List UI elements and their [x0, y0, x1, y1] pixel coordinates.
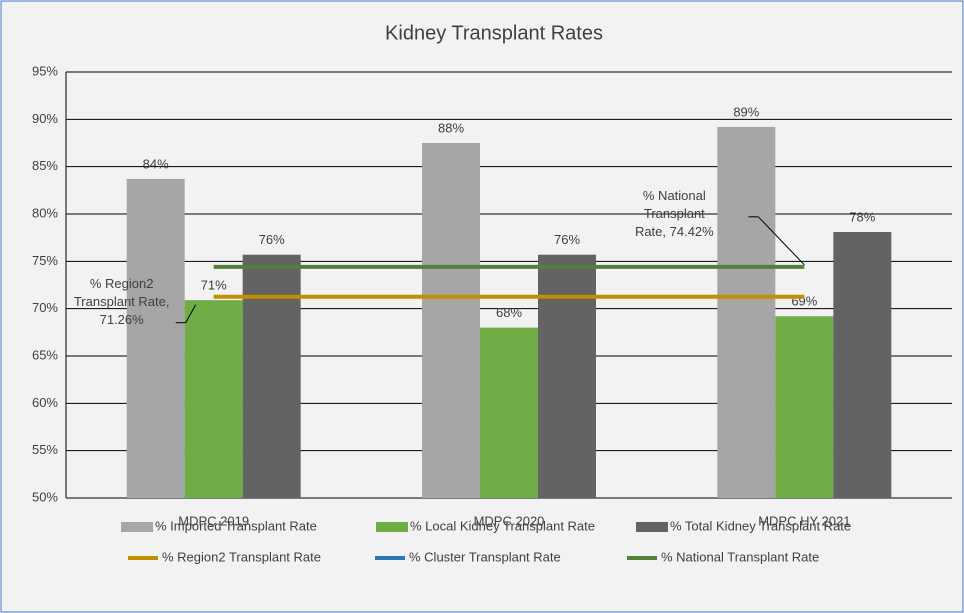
y-tick-label: 60% — [32, 395, 58, 410]
legend-label: % National Transplant Rate — [661, 549, 819, 564]
data-label: 89% — [733, 104, 759, 119]
bar — [775, 316, 834, 498]
y-tick-label: 50% — [32, 489, 58, 504]
bar — [538, 254, 596, 498]
data-label: 71% — [201, 278, 227, 293]
data-label: 68% — [496, 305, 522, 320]
x-tick-label: MDPC HY 2021 — [758, 513, 850, 528]
y-tick-label: 70% — [32, 300, 58, 315]
x-tick-label: MDPC 2020 — [474, 513, 545, 528]
data-label: 84% — [143, 156, 169, 171]
bar — [184, 300, 243, 498]
x-tick-label: MDPC 2019 — [178, 513, 249, 528]
data-label: 88% — [438, 120, 464, 135]
legend-label: % Local Kidney Transplant Rate — [410, 518, 595, 533]
leader-line — [185, 304, 197, 323]
y-tick-label: 90% — [32, 111, 58, 126]
legend-label: % Region2 Transplant Rate — [162, 549, 321, 564]
bar — [422, 143, 480, 498]
bar — [833, 231, 892, 498]
bar — [717, 126, 776, 498]
legend-swatch — [121, 522, 153, 532]
y-tick-label: 65% — [32, 347, 58, 362]
y-tick-label: 80% — [32, 205, 58, 220]
y-tick-label: 75% — [32, 253, 58, 268]
legend-label: % Total Kidney Transplant Rate — [670, 518, 851, 533]
legend-swatch — [636, 522, 668, 532]
chart-title: Kidney Transplant Rates — [385, 22, 603, 44]
legend-label: % Imported Transplant Rate — [155, 518, 317, 533]
legend-swatch — [376, 522, 408, 532]
y-tick-label: 85% — [32, 158, 58, 173]
bar — [480, 327, 538, 498]
bar — [242, 254, 301, 498]
y-tick-label: 55% — [32, 442, 58, 457]
leader-line — [757, 216, 805, 266]
data-label: 76% — [554, 232, 580, 247]
legend-label: % Cluster Transplant Rate — [409, 549, 561, 564]
y-tick-label: 95% — [32, 63, 58, 78]
bar — [126, 178, 185, 498]
line-annotation: % National Transplant Rate, 74.42% — [634, 187, 714, 239]
data-label: 76% — [259, 232, 285, 247]
line-annotation: % Region2 Transplant Rate, 71.26% — [73, 275, 170, 327]
data-label: 78% — [849, 209, 875, 224]
